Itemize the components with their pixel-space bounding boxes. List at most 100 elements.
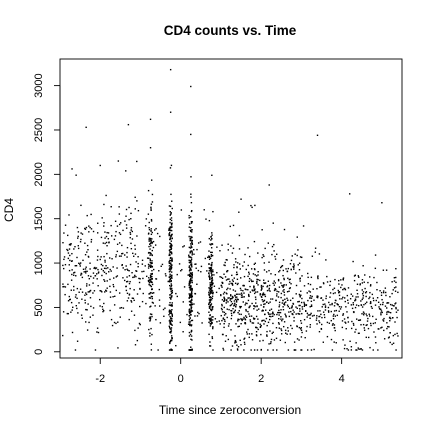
data-point (254, 262, 257, 264)
data-point (97, 222, 99, 224)
data-point (131, 230, 134, 233)
data-point (148, 221, 150, 224)
data-point (282, 308, 285, 311)
data-point (316, 287, 318, 290)
data-point (301, 308, 304, 310)
data-point (87, 291, 89, 293)
data-point (129, 287, 131, 290)
data-point (341, 284, 343, 286)
data-point (190, 262, 193, 264)
data-point (326, 275, 328, 278)
data-point (395, 306, 397, 309)
data-point (152, 240, 155, 243)
data-point (375, 299, 377, 302)
data-point (209, 285, 212, 288)
data-point (230, 245, 232, 247)
data-point (76, 287, 79, 290)
data-point (283, 228, 286, 231)
data-point (232, 247, 235, 250)
data-point (148, 240, 150, 242)
data-point (232, 289, 235, 291)
data-point (188, 226, 190, 228)
data-point (282, 274, 284, 277)
data-point (69, 243, 72, 245)
data-point (251, 339, 254, 341)
data-point (368, 336, 370, 339)
data-point (148, 277, 150, 279)
data-point (227, 249, 229, 251)
data-point (251, 206, 253, 209)
data-point (90, 228, 93, 230)
data-point (208, 317, 210, 320)
data-point (190, 303, 192, 306)
data-point (329, 304, 331, 306)
data-point (105, 194, 107, 197)
data-point (311, 255, 314, 257)
data-point (274, 258, 277, 260)
data-point (210, 282, 213, 284)
data-point (335, 309, 338, 312)
data-point (342, 279, 345, 281)
data-point (117, 160, 120, 162)
data-point (169, 284, 171, 287)
data-point (134, 329, 136, 332)
data-point (190, 230, 192, 233)
data-point (271, 298, 274, 300)
data-point (195, 263, 197, 265)
data-point (189, 272, 191, 274)
data-point (210, 296, 212, 299)
data-point (272, 331, 274, 333)
data-point (301, 349, 303, 351)
data-point (231, 314, 233, 317)
data-point (250, 349, 252, 351)
x-axis: -2 0 2 4 (95, 357, 345, 385)
data-point (97, 285, 99, 287)
data-point (191, 250, 193, 252)
data-point (208, 256, 211, 259)
data-point (80, 238, 82, 241)
data-point (275, 327, 278, 329)
data-point (210, 304, 212, 306)
data-point (374, 322, 376, 324)
data-point (221, 305, 223, 307)
data-point (210, 289, 213, 291)
data-point (333, 327, 336, 329)
data-point (115, 254, 117, 256)
data-point (107, 238, 110, 240)
data-point (151, 254, 153, 256)
data-point (171, 317, 173, 320)
data-point (329, 296, 331, 298)
data-point (359, 284, 361, 286)
data-point (170, 305, 173, 307)
data-point (92, 277, 95, 279)
data-point (239, 277, 242, 279)
data-point (73, 289, 75, 291)
data-point (238, 325, 240, 328)
data-point (298, 313, 301, 315)
y-tick-label: 1500 (33, 206, 45, 230)
data-point (190, 296, 192, 299)
data-point (169, 167, 172, 169)
data-point (299, 308, 301, 310)
data-point (234, 258, 237, 260)
data-point (244, 288, 246, 290)
data-point (118, 255, 121, 257)
data-point (284, 301, 287, 303)
data-point (310, 349, 313, 351)
data-point (169, 251, 171, 253)
data-point (253, 240, 256, 243)
data-point (287, 267, 290, 270)
data-point (156, 232, 159, 235)
data-point (243, 337, 246, 339)
data-point (279, 269, 281, 272)
data-point (80, 274, 82, 276)
data-point (231, 274, 233, 277)
data-point (280, 329, 283, 332)
data-point (264, 295, 267, 298)
data-point (359, 348, 362, 350)
data-point (257, 318, 259, 320)
data-point (170, 268, 172, 271)
data-point (322, 303, 324, 306)
data-point (225, 258, 227, 261)
data-point (323, 282, 325, 285)
